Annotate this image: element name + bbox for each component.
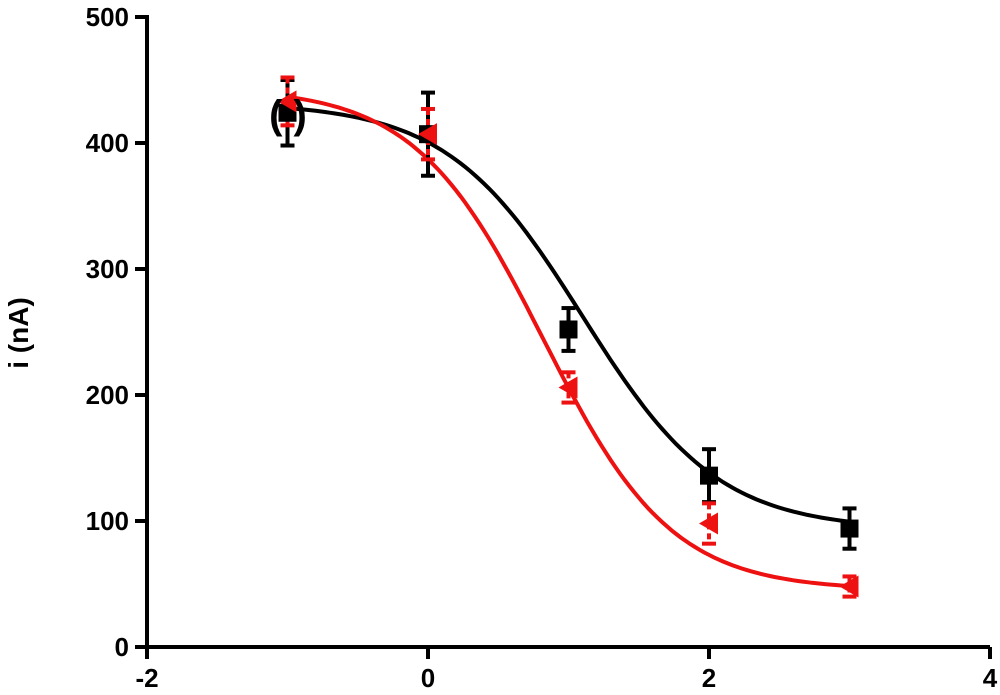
- x-tick-label: 0: [421, 663, 435, 693]
- data-point-square: [840, 519, 859, 538]
- x-tick-label: -2: [135, 663, 158, 693]
- data-point-triangle: [699, 512, 718, 535]
- y-tick-label: 0: [115, 632, 129, 662]
- y-tick-label: 200: [86, 380, 129, 410]
- data-markers: [277, 90, 859, 598]
- data-point-square: [559, 320, 578, 339]
- y-tick-label: 300: [86, 254, 129, 284]
- data-point-triangle: [839, 575, 859, 598]
- annotation-label: ( ): [269, 93, 307, 137]
- y-tick-label: 500: [86, 2, 129, 32]
- data-point-triangle: [558, 376, 578, 399]
- y-tick-label: 100: [86, 506, 129, 536]
- data-point-square: [700, 466, 718, 485]
- data-point-triangle: [277, 90, 297, 113]
- y-axis-title: i (nA): [3, 297, 34, 369]
- y-tick-label: 400: [86, 128, 129, 158]
- x-tick-label: 2: [702, 663, 716, 693]
- x-tick-label: 4: [983, 663, 998, 693]
- data-point-triangle: [418, 123, 437, 146]
